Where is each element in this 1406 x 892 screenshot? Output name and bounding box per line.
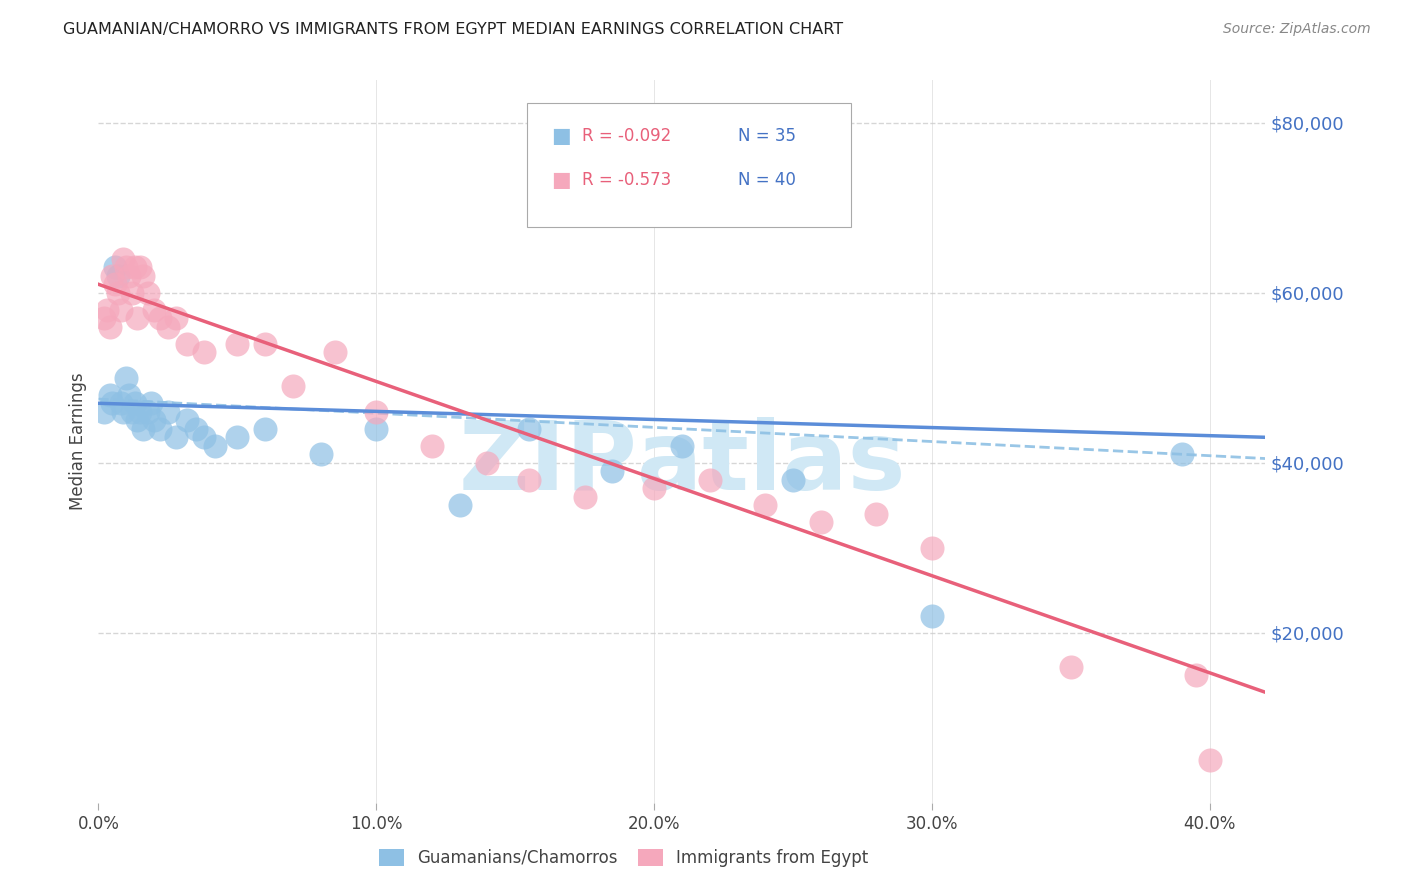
Point <box>193 430 215 444</box>
Point <box>93 405 115 419</box>
Point <box>115 371 138 385</box>
Point <box>810 516 832 530</box>
Point <box>115 260 138 275</box>
Text: GUAMANIAN/CHAMORRO VS IMMIGRANTS FROM EGYPT MEDIAN EARNINGS CORRELATION CHART: GUAMANIAN/CHAMORRO VS IMMIGRANTS FROM EG… <box>63 22 844 37</box>
Point <box>156 405 179 419</box>
Point <box>129 260 152 275</box>
Point <box>921 608 943 623</box>
Point <box>124 260 146 275</box>
Point <box>309 447 332 461</box>
Point <box>323 345 346 359</box>
Point <box>101 396 124 410</box>
Point <box>254 422 277 436</box>
Point <box>420 439 443 453</box>
Point <box>110 302 132 317</box>
Point <box>281 379 304 393</box>
Point <box>699 473 721 487</box>
Point <box>143 413 166 427</box>
Point <box>112 405 135 419</box>
Point <box>449 498 471 512</box>
Point <box>138 405 160 419</box>
Point <box>254 336 277 351</box>
Point <box>865 507 887 521</box>
Point <box>107 285 129 300</box>
Point <box>366 405 388 419</box>
Point <box>132 268 155 283</box>
Point <box>754 498 776 512</box>
Point <box>165 311 187 326</box>
Point <box>176 413 198 427</box>
Point <box>226 430 249 444</box>
Point <box>93 311 115 326</box>
Point <box>127 311 149 326</box>
Text: Source: ZipAtlas.com: Source: ZipAtlas.com <box>1223 22 1371 37</box>
Legend: Guamanians/Chamorros, Immigrants from Egypt: Guamanians/Chamorros, Immigrants from Eg… <box>378 848 869 867</box>
Text: N = 40: N = 40 <box>738 171 796 189</box>
Point <box>101 268 124 283</box>
Point <box>138 285 160 300</box>
Point <box>165 430 187 444</box>
Point <box>121 285 143 300</box>
Text: R = -0.573: R = -0.573 <box>582 171 671 189</box>
Point <box>110 396 132 410</box>
Point <box>782 473 804 487</box>
Point <box>226 336 249 351</box>
Point <box>104 260 127 275</box>
Point <box>602 464 624 478</box>
Text: ZIP​atlas: ZIP​atlas <box>458 417 905 509</box>
Point <box>112 252 135 266</box>
Point <box>366 422 388 436</box>
Point <box>148 422 170 436</box>
Point <box>107 268 129 283</box>
Text: ■: ■ <box>551 170 571 190</box>
Point <box>193 345 215 359</box>
Point <box>121 405 143 419</box>
Point <box>124 396 146 410</box>
Point <box>184 422 207 436</box>
Point <box>517 473 540 487</box>
Point <box>96 302 118 317</box>
Point <box>671 439 693 453</box>
Point <box>517 422 540 436</box>
Y-axis label: Median Earnings: Median Earnings <box>69 373 87 510</box>
Text: N = 35: N = 35 <box>738 127 796 145</box>
Point <box>118 268 141 283</box>
Point <box>98 319 121 334</box>
Point <box>643 481 665 495</box>
Point <box>98 388 121 402</box>
Point <box>143 302 166 317</box>
Point <box>1198 753 1220 767</box>
Point <box>204 439 226 453</box>
Point <box>118 388 141 402</box>
Point <box>141 396 163 410</box>
Point <box>176 336 198 351</box>
Point <box>574 490 596 504</box>
Point <box>104 277 127 292</box>
Point <box>477 456 499 470</box>
Text: R = -0.092: R = -0.092 <box>582 127 671 145</box>
Point <box>921 541 943 555</box>
Point <box>1185 668 1208 682</box>
Point <box>1171 447 1194 461</box>
Point <box>132 422 155 436</box>
Point <box>1060 660 1083 674</box>
Point <box>148 311 170 326</box>
Text: ■: ■ <box>551 126 571 145</box>
Point <box>127 413 149 427</box>
Point <box>129 405 152 419</box>
Point <box>156 319 179 334</box>
